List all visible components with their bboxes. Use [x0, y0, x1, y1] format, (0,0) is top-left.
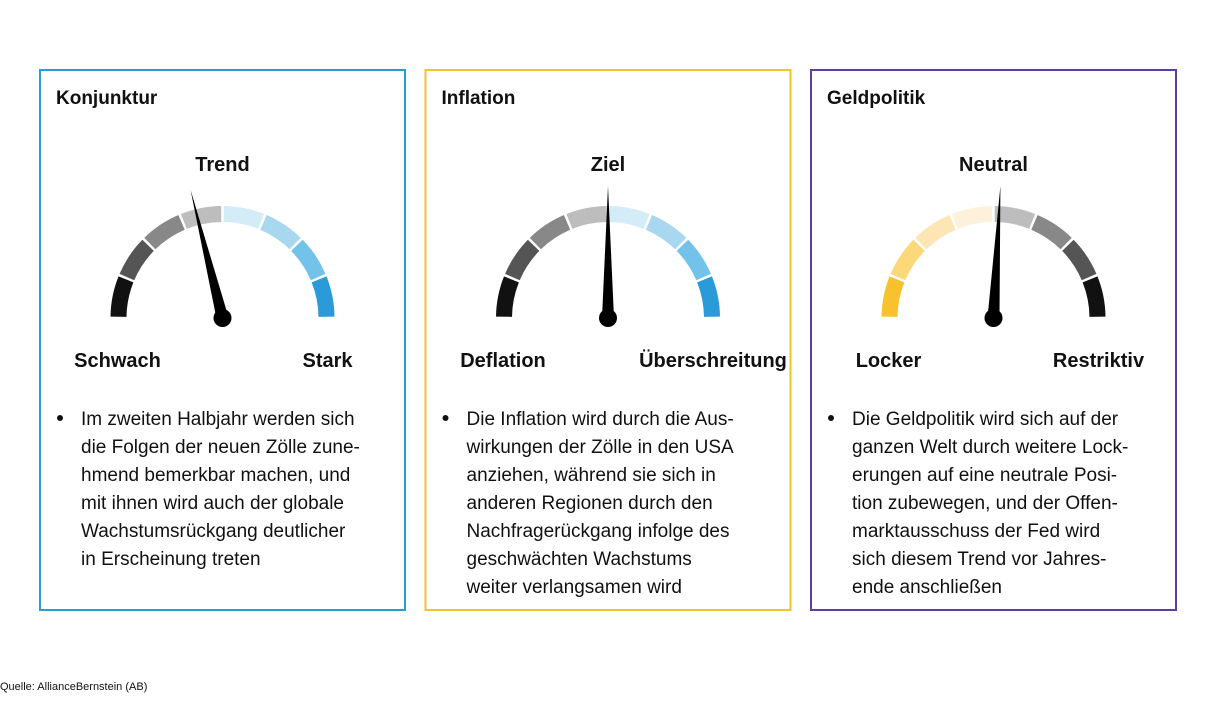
bullet-dot [828, 415, 834, 421]
gauge-segment [505, 239, 540, 281]
gauge-segment [496, 276, 519, 317]
gauge-segment [915, 215, 956, 250]
bullet-line: weiter verlangsamen wird [466, 577, 682, 598]
panel-frame [39, 69, 406, 611]
needle-shape [602, 186, 614, 318]
gauge-top-label: Ziel [591, 154, 625, 176]
bullet-line: hmend bemerkbar machen, und [81, 465, 350, 486]
bullet-line: Die Geldpolitik wird sich auf der [852, 409, 1119, 430]
bullet-line: in Erscheinung treten [81, 549, 261, 570]
gauge-segment [311, 276, 335, 317]
panel-frame [424, 69, 792, 611]
gauge-top-label: Trend [195, 154, 249, 176]
bullet-dot [57, 415, 63, 421]
bullet-line: erungen auf eine neutrale Posi- [852, 465, 1117, 486]
bullet-line: marktausschuss der Fed wird [852, 521, 1100, 542]
gauge-left-label: Locker [856, 350, 922, 372]
bullet-dot [442, 415, 449, 421]
bullet-line: anderen Regionen durch den [467, 493, 713, 514]
panel-frame [810, 69, 1177, 611]
bullet-line: Wachstumsrückgang deutlicher [81, 521, 346, 542]
source: Quelle: AllianceBernstein (AB) [0, 681, 147, 693]
gauge-segment [697, 276, 720, 317]
gauge-segment [1082, 276, 1106, 317]
gauge-segment [1062, 239, 1097, 281]
bullet-line: Die Inflation wird durch die Aus- [467, 409, 734, 430]
panel-title: Konjunktur [56, 88, 158, 109]
bullet-line: Nachfragerückgang infolge des [467, 521, 730, 542]
gauge-segment [180, 206, 222, 229]
gauge-segment [881, 276, 905, 317]
needle-hub [599, 309, 617, 327]
gauge-segment [529, 215, 571, 250]
needle-hub [213, 309, 232, 327]
gauge-top-label: Neutral [959, 154, 1028, 176]
gauge-segment [110, 276, 134, 317]
bullet-line: geschwächten Wachstums [467, 549, 692, 570]
gauge-segment [566, 206, 607, 229]
gauge-segment [676, 239, 711, 281]
needle-hub [984, 309, 1003, 327]
gauge-segment [223, 206, 265, 229]
needle-shape [190, 189, 229, 320]
bullet-line: ganzen Welt durch weitere Lock- [852, 437, 1128, 458]
gauge-needle [987, 186, 1001, 319]
gauge-segment [1031, 215, 1072, 250]
gauge-segment [890, 239, 925, 281]
gauge-segment [291, 239, 326, 281]
bullet-line: tion zubewegen, und der Offen- [852, 493, 1118, 514]
gauge-segment [645, 215, 687, 250]
bullet-line: die Folgen der neuen Zölle zune- [81, 437, 360, 458]
needle-shape [987, 186, 1001, 319]
gauge-left-label: Deflation [460, 350, 546, 372]
panel-title: Geldpolitik [827, 88, 926, 109]
bullet-line: anziehen, während sie sich in [467, 465, 716, 486]
bullet-line: mit ihnen wird auch der globale [81, 493, 344, 514]
gauge-segment [260, 215, 301, 250]
gauge-segment [119, 239, 154, 281]
gauge-segment [994, 206, 1036, 229]
bullet-line: wirkungen der Zölle in den USA [466, 437, 735, 458]
gauge-segment [144, 215, 185, 250]
bullet-line: Im zweiten Halbjahr werden sich [81, 409, 355, 430]
bullet-line: sich diesem Trend vor Jahres- [852, 549, 1107, 570]
gauge-right-label: Stark [302, 350, 353, 372]
gauge-right-label: Restriktiv [1053, 350, 1145, 372]
gauge-needle [190, 189, 229, 320]
panel-title: Inflation [442, 88, 516, 109]
gauge-segment [951, 206, 993, 229]
gauge-left-label: Schwach [74, 350, 161, 372]
bullet-line: ende anschließen [852, 577, 1002, 598]
gauge-right-label: Überschreitung [639, 349, 787, 372]
gauge-segment [609, 206, 650, 229]
gauge-needle [602, 186, 614, 318]
